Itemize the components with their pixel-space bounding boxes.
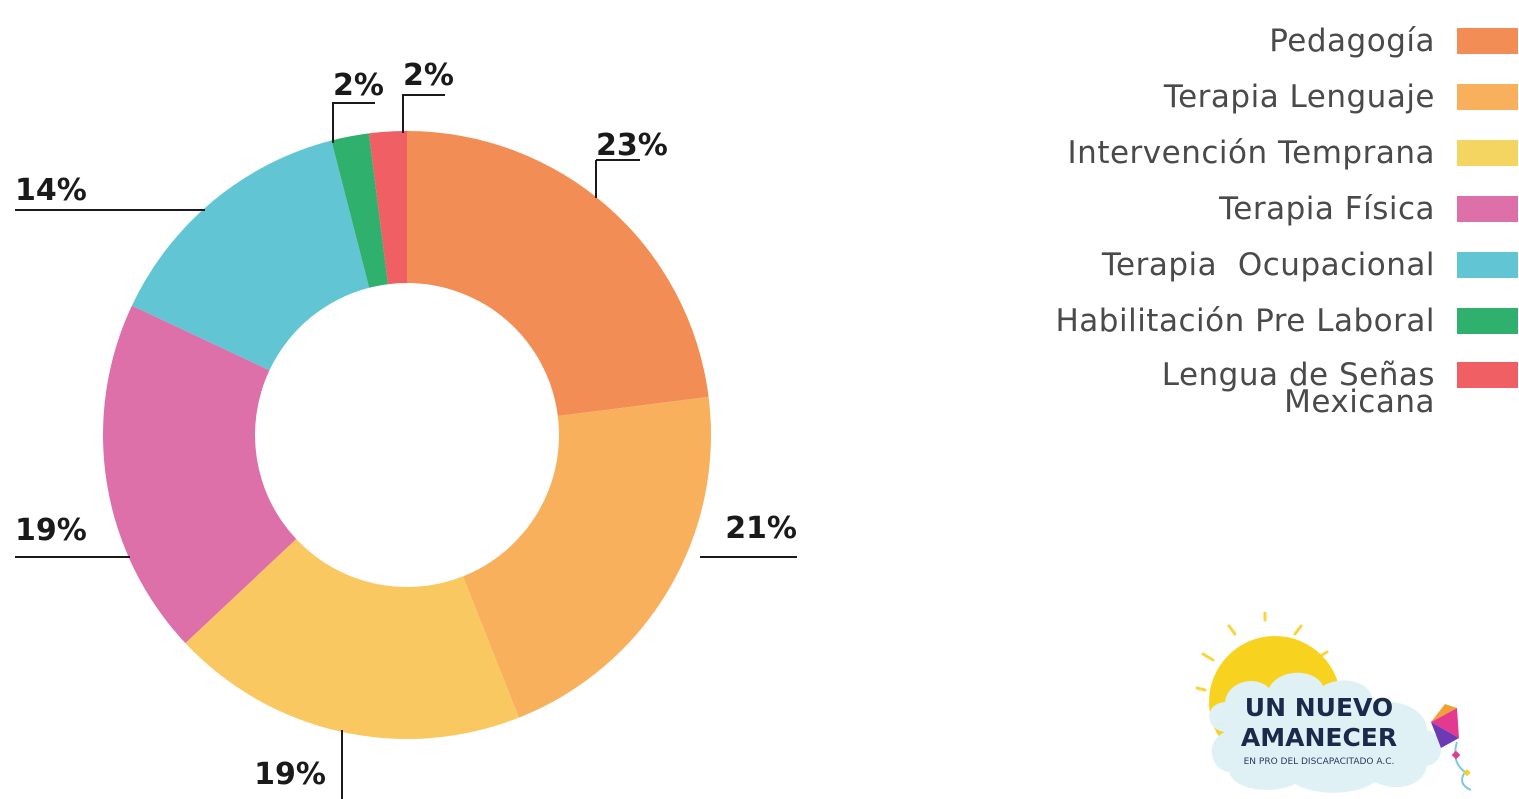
donut-slice [462,396,711,718]
percent-label: 21% [725,511,797,546]
donut-chart: 23% 21% 19% 19% 14% 2% 2% [15,58,797,799]
percent-label: 23% [596,128,668,163]
donut-slice [131,140,370,371]
donut-slice [331,133,388,288]
un-nuevo-amanecer-logo: UN NUEVO AMANECER EN PRO DEL DISCAPACITA… [1195,612,1472,793]
legend-item: Terapia Física [1219,191,1519,227]
legend-swatch [1457,196,1518,222]
legend-label: Terapia Física [1219,191,1435,227]
legend-item: Terapia Lenguaje [1163,79,1519,115]
percent-label: 19% [254,757,326,792]
legend-label: Terapia Lenguaje [1163,79,1435,115]
legend-swatch [1457,252,1518,278]
donut-slice [103,305,297,644]
legend-swatch [1457,140,1518,166]
percent-label: 19% [15,513,87,548]
percent-label: 2% [333,68,384,103]
legend-label: Pedagogía [1269,23,1435,59]
legend-item: Pedagogía [1269,23,1519,59]
logo-line3: EN PRO DEL DISCAPACITADO A.C. [1244,757,1395,767]
percent-labels: 23% 21% 19% 19% 14% 2% 2% [15,58,797,792]
logo-line1: UN NUEVO [1245,693,1393,722]
legend-item: Terapia Ocupacional [1101,247,1519,283]
percent-label: 2% [403,58,454,93]
percent-label: 14% [15,173,87,208]
leader-line [402,94,445,133]
donut-slice [368,131,407,285]
legend-swatch [1457,362,1518,388]
legend-item: Habilitación Pre Laboral [1055,303,1519,339]
legend-label: Terapia Ocupacional [1101,247,1435,283]
legend-swatch [1457,28,1518,54]
legend-swatch [1457,84,1518,110]
legend-label: Habilitación Pre Laboral [1055,303,1435,339]
legend-item: Intervención Temprana [1067,135,1519,171]
donut-slice [407,131,709,416]
donut-slice [185,539,519,739]
logo-line2: AMANECER [1241,723,1397,752]
legend-label: Intervención Temprana [1067,135,1435,171]
legend-item: Lengua de Señas Mexicana [1161,357,1519,420]
leader-line [332,102,375,143]
legend-swatch [1457,308,1518,334]
donut-slices [103,131,711,739]
cloud-icon [1209,672,1442,793]
leader-lines [15,94,797,799]
legend-label: Lengua de Señas Mexicana [1161,357,1435,420]
